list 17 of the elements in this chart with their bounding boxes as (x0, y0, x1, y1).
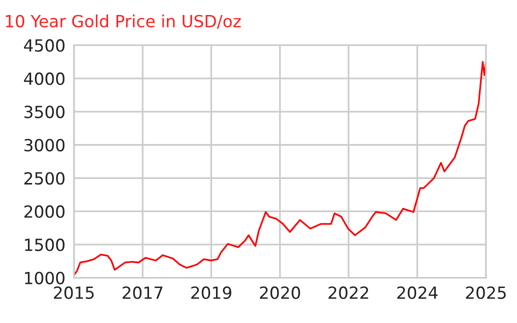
y-tick-label: 3000 (24, 138, 64, 152)
x-tick-label: 2025 (466, 286, 506, 300)
y-tick-label: 4500 (24, 39, 64, 52)
y-tick-label: 1500 (25, 238, 64, 252)
x-tick-label: 2019 (191, 286, 232, 300)
x-tick-label: 2024 (397, 286, 438, 300)
y-tick-label: 2000 (24, 205, 64, 218)
line-series (74, 60, 486, 276)
x-tick-label: 2015 (54, 286, 94, 300)
y-tick-label: 1000 (25, 272, 64, 284)
chart-title: 10 Year Gold Price in USD/oz (6, 14, 241, 29)
y-tick-label: 3500 (24, 106, 64, 118)
x-tick-label: 2020 (260, 286, 300, 300)
y-tick-label: 2500 (24, 172, 64, 185)
x-tick-label: 2022 (328, 286, 368, 300)
x-tick-label: 2017 (122, 286, 162, 300)
y-tick-label: 4000 (24, 72, 64, 86)
